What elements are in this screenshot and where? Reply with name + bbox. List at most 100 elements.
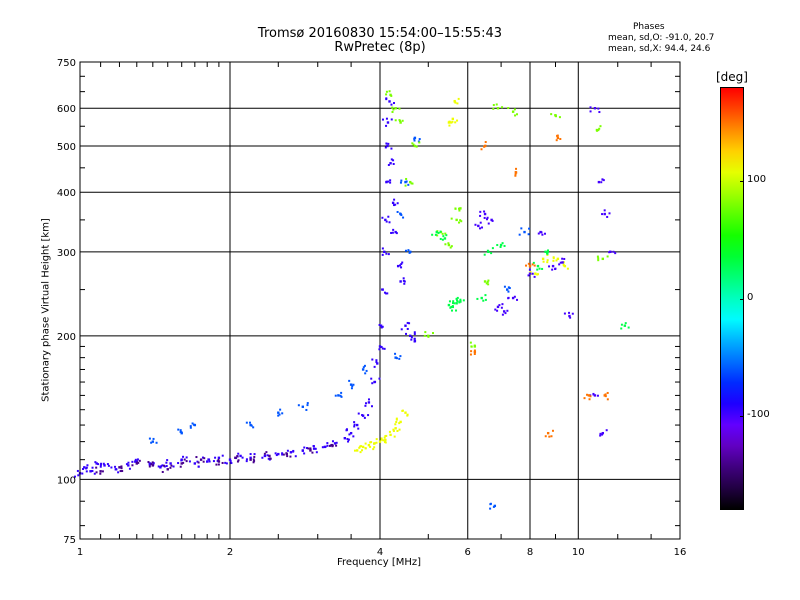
data-point bbox=[361, 368, 365, 371]
data-point bbox=[370, 405, 373, 408]
data-point bbox=[496, 107, 500, 110]
data-point bbox=[236, 455, 239, 458]
data-point bbox=[252, 458, 255, 461]
data-point bbox=[249, 423, 252, 427]
data-point bbox=[450, 217, 453, 220]
data-point bbox=[100, 462, 103, 465]
data-point bbox=[515, 167, 518, 170]
data-point bbox=[396, 202, 399, 205]
data-point bbox=[551, 264, 555, 268]
data-point bbox=[205, 460, 209, 463]
data-point bbox=[448, 300, 451, 303]
data-point bbox=[413, 139, 416, 142]
data-point bbox=[505, 288, 509, 291]
data-point bbox=[558, 263, 561, 266]
data-point bbox=[86, 464, 89, 467]
data-point bbox=[589, 395, 592, 398]
data-point bbox=[118, 466, 121, 469]
data-point bbox=[380, 346, 383, 349]
data-point bbox=[394, 356, 397, 359]
data-point bbox=[456, 296, 459, 299]
data-point bbox=[365, 402, 368, 405]
data-point bbox=[387, 215, 390, 218]
data-point bbox=[413, 340, 416, 343]
data-point bbox=[506, 309, 509, 312]
data-point bbox=[536, 273, 539, 276]
data-point bbox=[608, 250, 611, 253]
data-point bbox=[372, 442, 375, 445]
data-point bbox=[413, 331, 416, 334]
data-point bbox=[385, 142, 388, 145]
data-point bbox=[399, 280, 402, 283]
data-point bbox=[492, 104, 495, 107]
data-point bbox=[285, 452, 288, 455]
data-point bbox=[407, 183, 410, 186]
data-point bbox=[449, 121, 452, 124]
data-point bbox=[392, 428, 395, 431]
data-point bbox=[335, 441, 338, 444]
data-point bbox=[394, 423, 397, 426]
data-point bbox=[489, 502, 492, 505]
data-point bbox=[201, 456, 204, 459]
data-point bbox=[152, 437, 155, 440]
data-point bbox=[496, 244, 499, 247]
data-point bbox=[604, 393, 607, 396]
x-tick-label: 2 bbox=[227, 547, 233, 558]
y-tick-label: 400 bbox=[57, 188, 76, 199]
data-point bbox=[390, 158, 393, 161]
data-point bbox=[217, 458, 220, 461]
data-point bbox=[193, 462, 197, 465]
data-point bbox=[515, 113, 518, 116]
data-point bbox=[361, 414, 364, 417]
data-point bbox=[202, 460, 205, 463]
data-point bbox=[402, 277, 405, 280]
points-layer bbox=[74, 90, 630, 510]
data-point bbox=[340, 395, 343, 398]
data-point bbox=[501, 242, 504, 245]
data-point bbox=[479, 221, 482, 224]
data-point bbox=[496, 309, 499, 312]
data-point bbox=[399, 212, 402, 215]
data-point bbox=[489, 507, 492, 510]
data-point bbox=[389, 179, 392, 182]
data-point bbox=[561, 257, 564, 260]
data-point bbox=[537, 232, 540, 235]
data-point bbox=[389, 162, 392, 165]
data-point bbox=[502, 310, 506, 313]
data-point bbox=[407, 249, 410, 252]
data-point bbox=[538, 267, 541, 270]
data-point bbox=[307, 447, 310, 450]
data-point bbox=[592, 393, 595, 396]
x-tick-label: 8 bbox=[527, 547, 533, 558]
data-point bbox=[405, 332, 408, 335]
data-point bbox=[138, 459, 141, 462]
data-point bbox=[401, 119, 404, 122]
data-point bbox=[443, 237, 447, 240]
data-point bbox=[439, 237, 442, 240]
data-point bbox=[458, 301, 461, 304]
data-point bbox=[455, 309, 458, 312]
data-point bbox=[134, 458, 137, 461]
data-point bbox=[365, 369, 368, 372]
data-point bbox=[234, 456, 237, 459]
data-point bbox=[400, 179, 403, 182]
data-point bbox=[533, 275, 536, 278]
phases-heading: Phases bbox=[633, 22, 665, 32]
data-point bbox=[357, 427, 360, 430]
data-point bbox=[424, 331, 427, 334]
data-point bbox=[456, 102, 459, 105]
data-point bbox=[362, 366, 365, 369]
data-point bbox=[102, 462, 105, 465]
data-point bbox=[349, 383, 353, 386]
data-point bbox=[606, 391, 609, 394]
data-point bbox=[527, 262, 530, 265]
data-point bbox=[400, 328, 403, 331]
data-point bbox=[127, 464, 130, 467]
data-point bbox=[410, 336, 413, 339]
data-point bbox=[503, 285, 506, 288]
data-point bbox=[381, 325, 384, 328]
data-point bbox=[562, 261, 565, 264]
data-point bbox=[599, 432, 602, 435]
data-point bbox=[339, 394, 342, 397]
y-tick-label: 300 bbox=[57, 248, 76, 259]
